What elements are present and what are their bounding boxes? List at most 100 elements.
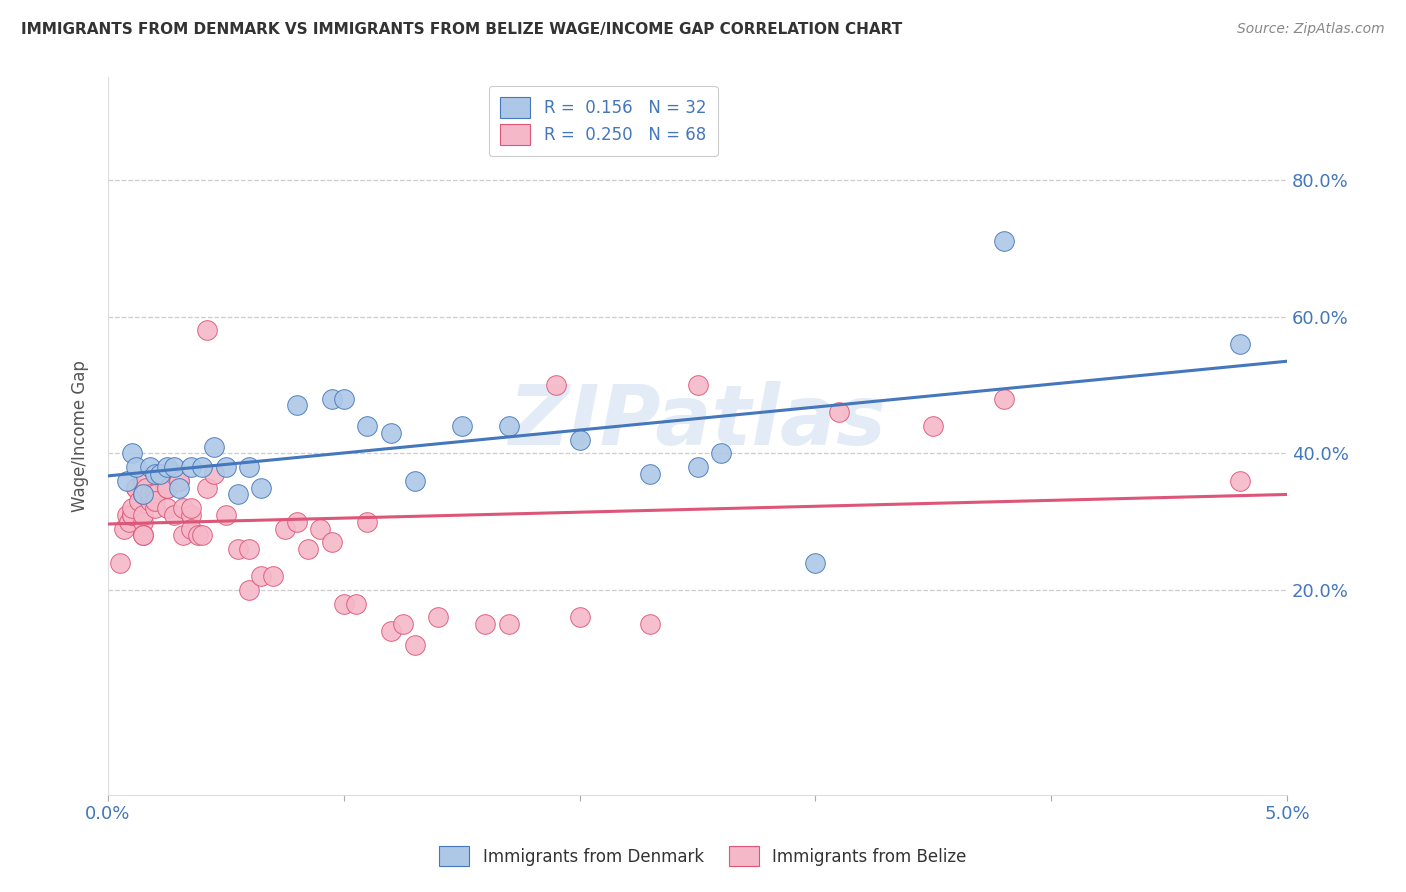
Legend: Immigrants from Denmark, Immigrants from Belize: Immigrants from Denmark, Immigrants from… [432, 838, 974, 875]
Point [149, 467, 172, 481]
Point [404, 638, 426, 652]
Point [922, 419, 945, 434]
Point [333, 392, 356, 406]
Point [156, 481, 179, 495]
Point [195, 323, 218, 337]
Point [297, 541, 319, 556]
Point [156, 501, 179, 516]
Point [380, 425, 402, 440]
Point [1229, 337, 1251, 351]
Point [167, 474, 190, 488]
Point [250, 481, 273, 495]
Point [167, 481, 190, 495]
Point [132, 474, 155, 488]
Point [156, 460, 179, 475]
Point [993, 235, 1015, 249]
Point [474, 617, 496, 632]
Point [238, 460, 260, 475]
Point [118, 515, 141, 529]
Point [450, 419, 472, 434]
Point [163, 460, 186, 475]
Point [427, 610, 450, 624]
Point [828, 405, 851, 419]
Point [172, 528, 194, 542]
Point [993, 392, 1015, 406]
Point [172, 501, 194, 516]
Point [568, 433, 591, 447]
Point [163, 467, 186, 481]
Point [321, 535, 343, 549]
Point [238, 582, 260, 597]
Point [132, 508, 155, 522]
Point [132, 515, 155, 529]
Point [202, 467, 225, 481]
Point [250, 569, 273, 583]
Point [180, 460, 202, 475]
Point [132, 487, 155, 501]
Point [143, 467, 166, 481]
Point [356, 515, 378, 529]
Point [191, 460, 214, 475]
Point [195, 481, 218, 495]
Point [149, 467, 172, 481]
Point [180, 501, 202, 516]
Point [191, 528, 214, 542]
Y-axis label: Wage/Income Gap: Wage/Income Gap [72, 360, 89, 512]
Point [180, 522, 202, 536]
Point [344, 597, 367, 611]
Point [135, 481, 157, 495]
Point [285, 399, 308, 413]
Legend: R =  0.156   N = 32, R =  0.250   N = 68: R = 0.156 N = 32, R = 0.250 N = 68 [489, 86, 718, 156]
Point [262, 569, 284, 583]
Point [121, 446, 143, 460]
Point [274, 522, 297, 536]
Point [226, 541, 249, 556]
Point [114, 522, 136, 536]
Point [125, 460, 148, 475]
Point [544, 378, 567, 392]
Point [498, 419, 520, 434]
Point [128, 494, 150, 508]
Point [321, 392, 343, 406]
Point [226, 487, 249, 501]
Point [139, 487, 162, 501]
Point [143, 501, 166, 516]
Point [121, 508, 143, 522]
Text: Source: ZipAtlas.com: Source: ZipAtlas.com [1237, 22, 1385, 37]
Point [568, 610, 591, 624]
Point [163, 508, 186, 522]
Point [115, 474, 138, 488]
Point [380, 624, 402, 638]
Point [309, 522, 332, 536]
Point [143, 487, 166, 501]
Point [125, 481, 148, 495]
Point [404, 474, 426, 488]
Point [115, 508, 138, 522]
Point [139, 460, 162, 475]
Point [156, 481, 179, 495]
Point [356, 419, 378, 434]
Text: IMMIGRANTS FROM DENMARK VS IMMIGRANTS FROM BELIZE WAGE/INCOME GAP CORRELATION CH: IMMIGRANTS FROM DENMARK VS IMMIGRANTS FR… [21, 22, 903, 37]
Point [686, 460, 709, 475]
Point [187, 528, 209, 542]
Point [132, 487, 155, 501]
Point [215, 508, 238, 522]
Point [108, 556, 131, 570]
Point [498, 617, 520, 632]
Point [132, 528, 155, 542]
Point [238, 541, 260, 556]
Text: ZIPatlas: ZIPatlas [509, 382, 886, 462]
Point [139, 494, 162, 508]
Point [202, 440, 225, 454]
Point [180, 508, 202, 522]
Point [132, 528, 155, 542]
Point [640, 467, 662, 481]
Point [121, 508, 143, 522]
Point [121, 501, 143, 516]
Point [804, 556, 827, 570]
Point [285, 515, 308, 529]
Point [125, 481, 148, 495]
Point [333, 597, 356, 611]
Point [143, 494, 166, 508]
Point [1229, 474, 1251, 488]
